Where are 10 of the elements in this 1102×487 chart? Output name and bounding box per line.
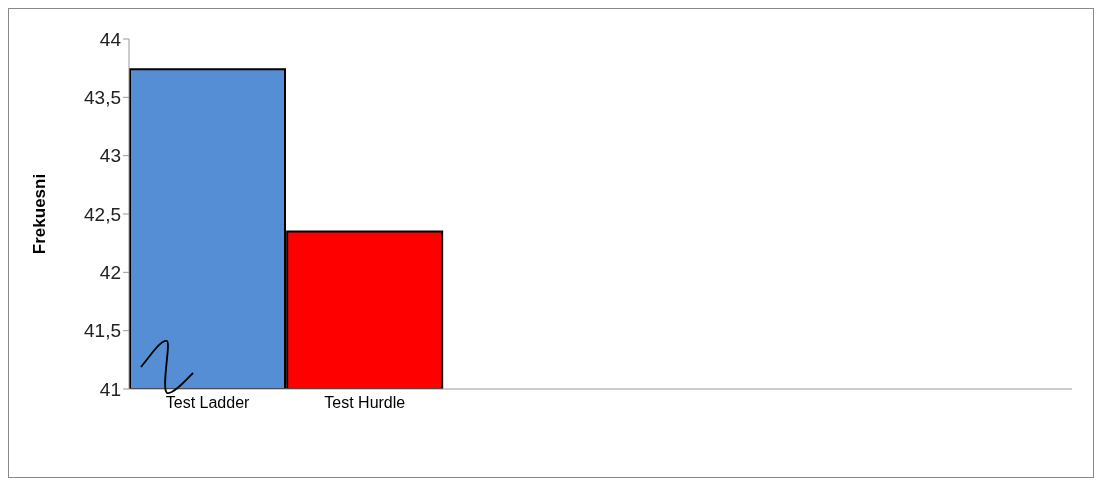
y-tick-label: 43,5 [84, 87, 121, 109]
y-tick-label: 41,5 [84, 320, 121, 342]
x-tick-label: Test Hurdle [324, 394, 406, 412]
y-tick-label: 42,5 [84, 203, 121, 225]
y-tick-label: 43 [99, 145, 121, 167]
y-tick-label: 42 [99, 262, 121, 284]
x-tick-label: Test Ladder [165, 394, 251, 412]
y-axis-title: Frekuesni [30, 173, 50, 255]
y-tick-label: 41 [99, 378, 121, 400]
y-tick-label: 44 [99, 28, 122, 50]
